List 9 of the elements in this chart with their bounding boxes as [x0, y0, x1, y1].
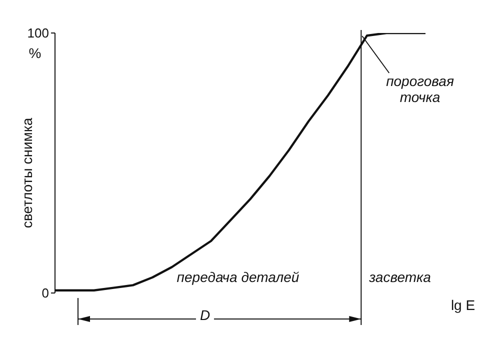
- y-tick-label: 0: [42, 286, 49, 301]
- text: %: [28, 45, 42, 61]
- text: D: [200, 307, 210, 323]
- x-axis-title: lg E: [450, 297, 476, 313]
- y-axis-title: светлоты снимка: [19, 118, 35, 228]
- annotation: передача деталей: [176, 269, 300, 285]
- annotation: засветка: [368, 269, 432, 285]
- y-tick-label: 100: [27, 26, 49, 41]
- annotation: пороговая точка: [386, 73, 454, 105]
